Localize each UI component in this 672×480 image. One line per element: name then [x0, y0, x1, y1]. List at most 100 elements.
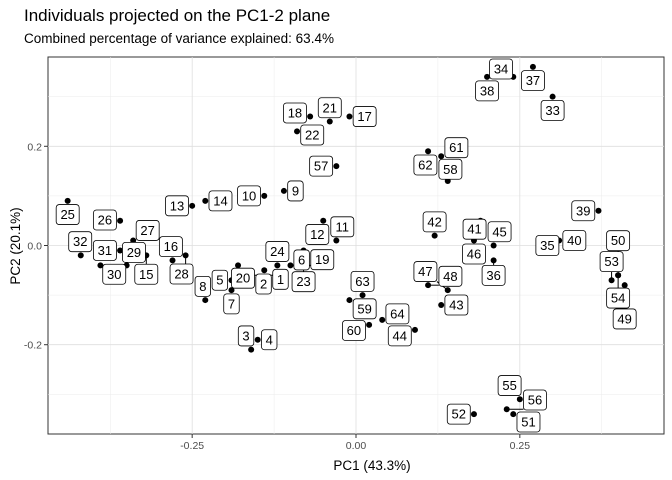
point-label: 2 — [260, 277, 267, 292]
point-label: 46 — [467, 246, 481, 261]
point-label-box — [612, 308, 637, 330]
data-point — [320, 217, 327, 224]
x-tick-label: 0.25 — [510, 440, 531, 452]
point-label-box — [444, 137, 469, 159]
point-label-box — [265, 241, 290, 262]
data-point — [411, 326, 418, 333]
data-point — [274, 262, 281, 269]
point-label-box — [535, 235, 560, 256]
point-label: 24 — [270, 244, 284, 259]
point-label: 14 — [213, 193, 227, 208]
point-label: 12 — [310, 227, 324, 242]
point-label-box — [237, 325, 255, 347]
point-label-box — [317, 97, 342, 119]
point-label-box — [438, 265, 463, 287]
point-label-box — [102, 263, 127, 285]
data-point — [248, 346, 255, 353]
data-point — [261, 267, 268, 274]
point-label-box — [462, 243, 486, 265]
point-label: 61 — [449, 140, 463, 155]
point-label-box — [413, 154, 438, 176]
point-label-box — [92, 209, 117, 231]
data-point — [117, 247, 124, 254]
point-label-box — [305, 224, 330, 245]
point-label: 58 — [443, 162, 457, 177]
point-label-box — [330, 216, 355, 238]
point-label-box — [497, 375, 522, 396]
data-point — [261, 192, 268, 199]
point-label-box — [291, 271, 316, 293]
point-label: 25 — [60, 207, 74, 222]
point-label: 6 — [298, 252, 305, 267]
point-label: 57 — [314, 159, 328, 174]
data-point — [254, 336, 261, 343]
point-label: 7 — [228, 296, 235, 311]
point-label: 3 — [242, 328, 249, 343]
point-label: 43 — [449, 298, 463, 313]
data-point — [490, 242, 497, 249]
point-label-box — [309, 155, 334, 177]
point-label-box — [475, 80, 499, 102]
point-label: 8 — [199, 279, 206, 294]
point-label: 1 — [277, 272, 284, 287]
point-label-box — [255, 273, 272, 295]
point-label: 5 — [216, 273, 223, 288]
point-label: 56 — [528, 393, 542, 408]
point-label: 22 — [305, 127, 319, 142]
data-point — [431, 232, 438, 239]
data-point — [425, 148, 432, 155]
y-tick-label: -0.2 — [24, 340, 42, 352]
point-label: 53 — [604, 254, 618, 269]
x-tick-label: 0.00 — [346, 440, 367, 452]
point-label: 42 — [427, 214, 441, 229]
point-label-box — [385, 303, 410, 325]
y-axis-title: PC2 (20.1%) — [8, 207, 23, 284]
data-point — [333, 237, 340, 244]
data-point — [202, 197, 209, 204]
point-label: 11 — [336, 219, 350, 234]
point-label-box — [194, 275, 211, 297]
point-label: 59 — [357, 301, 371, 316]
point-label: 28 — [174, 267, 188, 282]
point-label-box — [68, 231, 93, 253]
point-label-box — [481, 265, 506, 286]
point-label-box — [287, 180, 304, 202]
point-label-box — [438, 158, 463, 180]
point-label-box — [122, 241, 146, 263]
point-label: 23 — [296, 274, 310, 289]
point-label: 41 — [467, 222, 481, 237]
point-label-box — [487, 221, 512, 243]
point-label-box — [165, 195, 189, 217]
point-label: 51 — [521, 415, 535, 430]
point-label-box — [571, 200, 596, 222]
point-label-box — [55, 204, 80, 225]
point-label-box — [422, 211, 447, 233]
point-label-box — [350, 270, 375, 292]
point-label: 26 — [98, 212, 112, 227]
point-label: 20 — [236, 271, 250, 286]
point-label: 30 — [107, 267, 121, 282]
point-label: 16 — [164, 239, 178, 254]
point-label: 37 — [526, 73, 540, 88]
point-label-box — [606, 230, 631, 252]
y-tick-label: 0.0 — [27, 241, 42, 253]
y-tick-label: 0.2 — [27, 141, 42, 153]
point-label: 21 — [323, 100, 337, 115]
data-point — [97, 262, 104, 269]
data-point — [595, 207, 602, 214]
point-label: 33 — [545, 103, 559, 118]
point-label-box — [521, 70, 545, 92]
point-label-box — [352, 298, 377, 320]
point-label-box — [211, 269, 229, 291]
point-label: 63 — [355, 274, 369, 289]
point-label: 34 — [494, 62, 508, 77]
data-point — [307, 113, 314, 120]
data-point — [529, 63, 536, 70]
data-point — [516, 396, 523, 403]
point-label-box — [462, 218, 487, 240]
point-label: 10 — [242, 188, 256, 203]
point-label: 4 — [266, 332, 273, 347]
point-label: 47 — [418, 264, 432, 279]
data-point — [169, 257, 176, 264]
